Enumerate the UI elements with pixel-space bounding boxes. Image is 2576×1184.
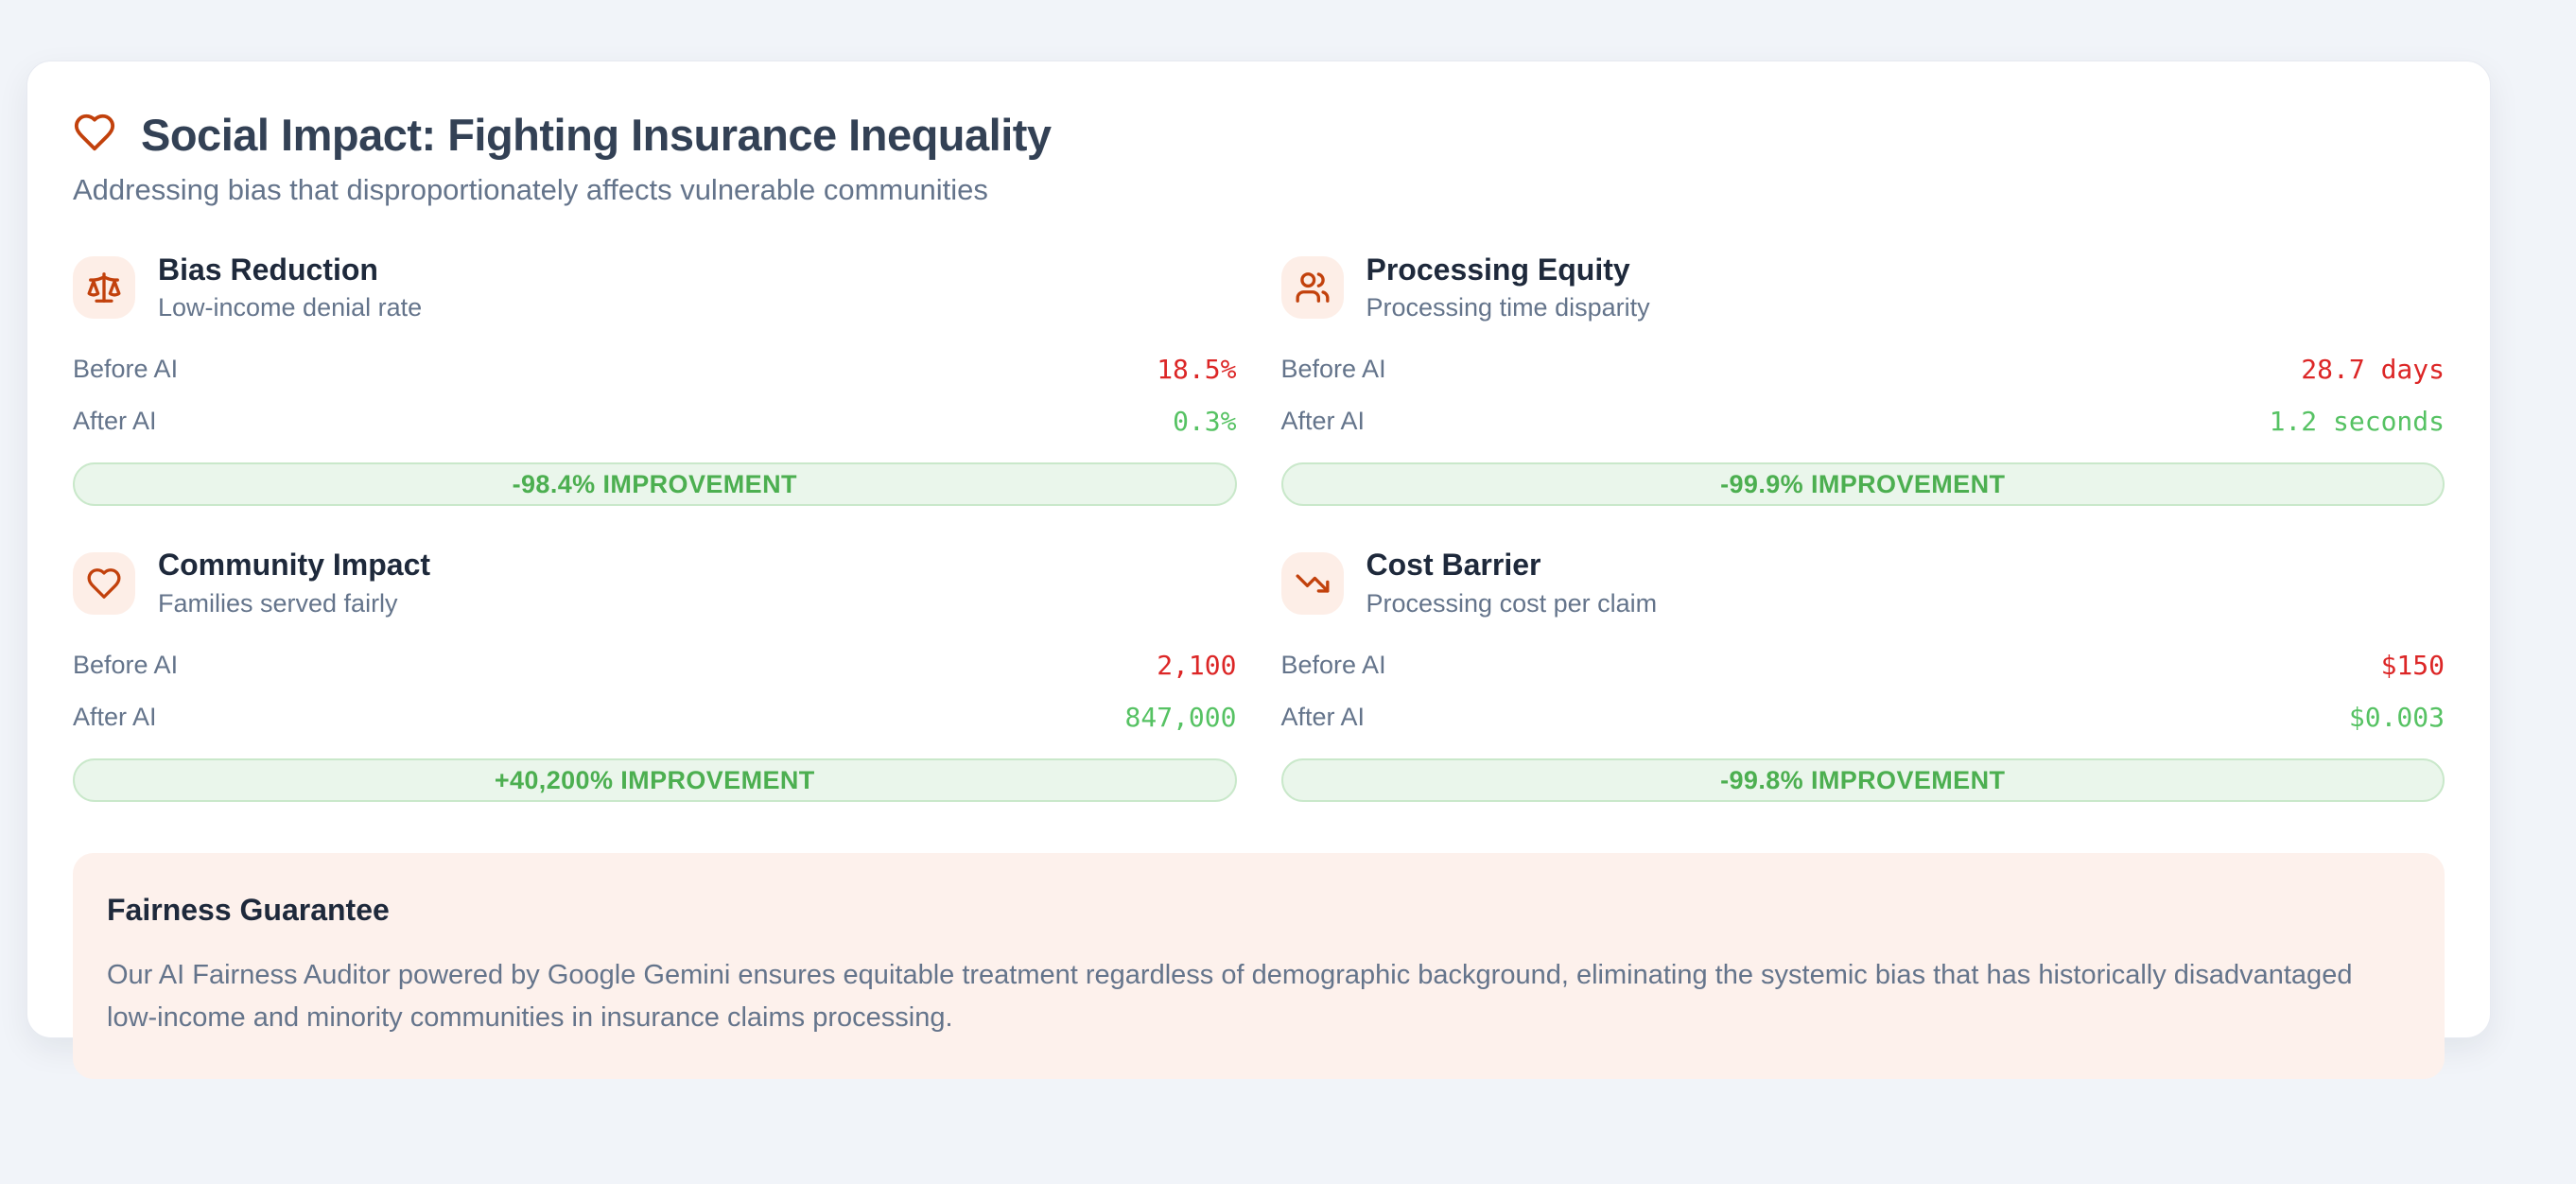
before-value: $150	[2380, 650, 2445, 682]
fairness-guarantee-callout: Fairness Guarantee Our AI Fairness Audit…	[73, 853, 2445, 1080]
before-row: Before AI 28.7 days	[1281, 343, 2445, 395]
after-value: 0.3%	[1173, 406, 1237, 438]
metric-title: Processing Equity	[1366, 252, 1630, 287]
metric-card-bias-reduction: Bias Reduction Low-income denial rate Be…	[73, 252, 1237, 507]
metric-card-processing-equity: Processing Equity Processing time dispar…	[1280, 252, 2445, 507]
before-row: Before AI 18.5%	[73, 343, 1237, 395]
after-value: 847,000	[1124, 702, 1237, 734]
improvement-badge: -98.4% IMPROVEMENT	[73, 462, 1237, 507]
improvement-badge: +40,200% IMPROVEMENT	[73, 758, 1237, 803]
metric-subtitle: Processing time disparity	[1366, 293, 1650, 322]
before-value: 18.5%	[1157, 354, 1237, 386]
after-label: After AI	[73, 703, 157, 732]
fairness-title: Fairness Guarantee	[107, 893, 390, 928]
heart-icon	[73, 111, 116, 159]
page-title: Social Impact: Fighting Insurance Inequa…	[141, 110, 1052, 160]
heart-icon	[73, 551, 135, 615]
metric-title: Cost Barrier	[1366, 548, 1541, 583]
before-label: Before AI	[73, 355, 179, 384]
before-label: Before AI	[73, 651, 179, 680]
after-label: After AI	[1280, 703, 1366, 732]
scale-icon	[73, 256, 135, 320]
after-row: After AI 0.3%	[73, 395, 1237, 447]
after-row: After AI 847,000	[73, 691, 1237, 743]
after-value: $0.003	[2348, 702, 2445, 734]
users-icon	[1280, 256, 1344, 320]
before-label: Before AI	[1280, 651, 1386, 680]
improvement-badge: -99.9% IMPROVEMENT	[1280, 462, 2445, 507]
before-value: 2,100	[1157, 650, 1237, 682]
metric-card-community-impact: Community Impact Families served fairly …	[73, 548, 1237, 803]
metric-card-cost-barrier: Cost Barrier Processing cost per claim B…	[1280, 548, 2445, 803]
before-row: Before AI $150	[1281, 639, 2445, 691]
social-impact-panel: Social Impact: Fighting Insurance Inequa…	[26, 61, 2491, 1080]
metric-subtitle: Processing cost per claim	[1366, 589, 1658, 618]
metric-header: Processing Equity Processing time dispar…	[1280, 252, 2445, 323]
after-row: After AI 1.2 seconds	[1281, 395, 2445, 447]
metric-title: Community Impact	[158, 548, 431, 583]
metric-header: Bias Reduction Low-income denial rate	[73, 252, 1237, 323]
fairness-body: Our AI Fairness Auditor powered by Googl…	[107, 960, 2353, 1034]
metric-title: Bias Reduction	[158, 252, 378, 287]
page-subtitle: Addressing bias that disproportionately …	[73, 172, 988, 206]
trending-down-icon	[1280, 551, 1344, 615]
improvement-badge: -99.8% IMPROVEMENT	[1280, 758, 2445, 803]
before-label: Before AI	[1280, 355, 1386, 384]
before-value: 28.7 days	[2301, 354, 2445, 386]
panel-header: Social Impact: Fighting Insurance Inequa…	[73, 111, 2445, 160]
after-value: 1.2 seconds	[2269, 406, 2445, 438]
after-label: After AI	[73, 407, 157, 436]
before-row: Before AI 2,100	[73, 639, 1237, 691]
after-label: After AI	[1280, 407, 1366, 436]
metric-subtitle: Families served fairly	[158, 589, 398, 618]
metric-header: Cost Barrier Processing cost per claim	[1280, 548, 2445, 618]
after-row: After AI $0.003	[1281, 691, 2445, 743]
metric-subtitle: Low-income denial rate	[158, 293, 423, 322]
metrics-grid: Bias Reduction Low-income denial rate Be…	[73, 252, 2445, 803]
metric-header: Community Impact Families served fairly	[73, 548, 1237, 618]
